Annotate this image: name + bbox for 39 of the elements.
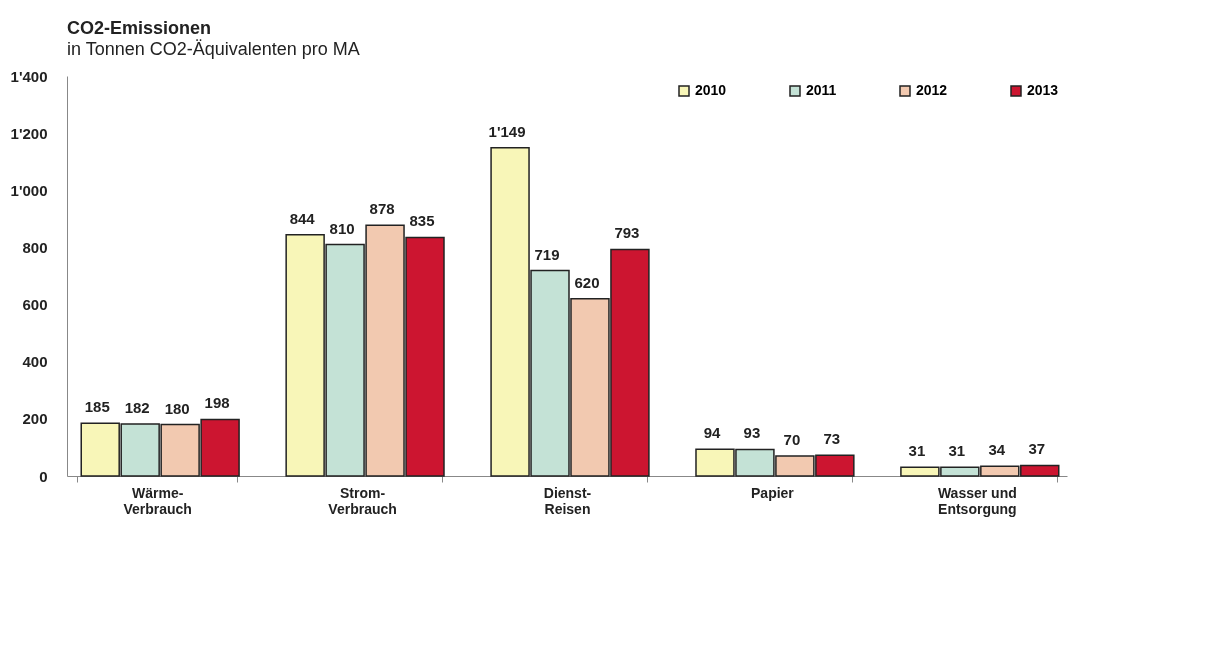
data-label: 719	[534, 245, 560, 263]
y-tick-label: 1'000	[10, 181, 48, 199]
y-tick-label: 400	[22, 353, 48, 371]
data-label: 94	[703, 424, 721, 442]
data-label: 1'149	[488, 122, 526, 140]
data-label: 180	[164, 399, 190, 417]
data-label: 185	[84, 398, 110, 416]
y-tick-label: 1'200	[10, 124, 48, 142]
data-label: 93	[743, 424, 761, 442]
y-tick-label: 0	[39, 467, 48, 485]
data-label: 620	[574, 273, 600, 291]
chart-subtitle: in Tonnen CO2-Äquivalenten pro MA	[67, 39, 360, 59]
data-label: 34	[988, 441, 1006, 459]
data-label: 878	[369, 200, 395, 218]
legend-label: 2013	[1027, 82, 1059, 98]
legend-label: 2011	[806, 82, 837, 98]
data-label: 182	[124, 399, 150, 416]
data-label: 70	[783, 431, 801, 448]
data-label: 844	[289, 209, 316, 227]
chart-title: CO2-Emissionen	[67, 18, 212, 38]
x-tick-label: Strom- Verbrauch	[328, 484, 397, 517]
y-tick-label: 200	[22, 410, 48, 428]
y-tick-label: 800	[22, 238, 48, 256]
legend-label: 2012	[916, 82, 948, 98]
y-tick-label: 1'400	[10, 67, 48, 85]
data-label: 810	[329, 219, 355, 237]
data-label: 31	[948, 442, 966, 460]
data-label: 793	[614, 224, 640, 242]
y-tick-label: 600	[22, 296, 48, 314]
x-tick-label: Dienst- Reisen	[543, 484, 592, 517]
x-tick-label: Papier	[751, 484, 795, 501]
data-label: 835	[409, 212, 435, 230]
data-label: 73	[823, 430, 841, 448]
data-label: 198	[204, 394, 230, 412]
data-label: 31	[908, 442, 926, 460]
x-tick-label: Wasser und Entsorgung	[937, 484, 1017, 517]
x-tick-label: Wärme- Verbrauch	[123, 484, 192, 517]
data-label: 37	[1028, 440, 1046, 458]
legend-label: 2010	[695, 82, 727, 98]
